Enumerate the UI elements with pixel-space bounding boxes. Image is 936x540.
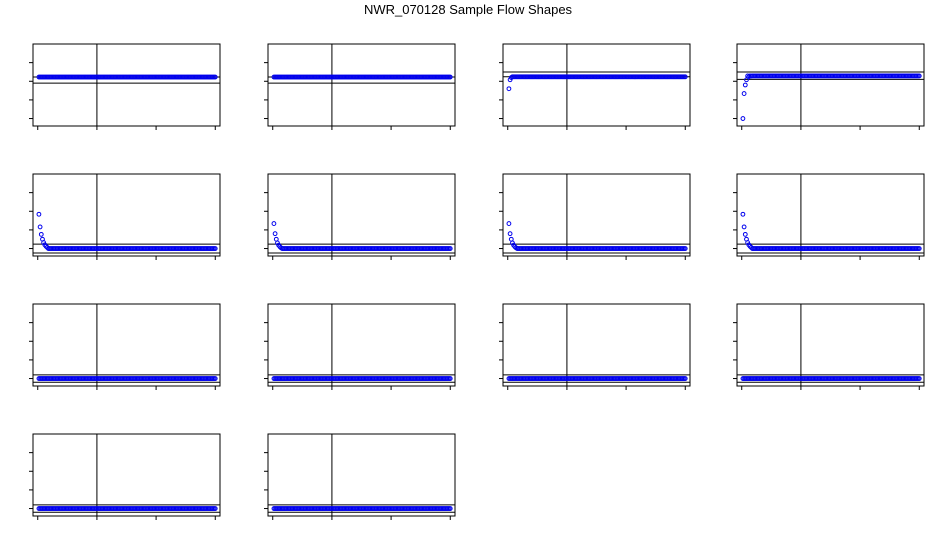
- data-point: [447, 376, 453, 381]
- data-point: [508, 236, 514, 242]
- plot-frame: [32, 433, 221, 517]
- plot-frame: [267, 303, 456, 387]
- data-point: [682, 74, 688, 80]
- plot-frame: [502, 173, 691, 257]
- plot-frame: [267, 173, 456, 257]
- data-point: [682, 376, 688, 381]
- chart-panel: [29, 43, 221, 130]
- chart-panel: [29, 303, 221, 390]
- data-point: [447, 506, 453, 511]
- data-point: [506, 221, 512, 226]
- data-point: [741, 224, 747, 230]
- chart-panel: [499, 303, 691, 390]
- chart-panel: [29, 433, 221, 520]
- data-point: [507, 231, 513, 237]
- data-point: [271, 221, 277, 226]
- data-point: [273, 236, 279, 242]
- chart-panel: [264, 43, 456, 130]
- data-point: [740, 116, 746, 121]
- data-point: [212, 506, 218, 511]
- data-point: [212, 376, 218, 381]
- chart-panel: [264, 173, 456, 260]
- chart-panel: [733, 303, 925, 390]
- chart-panel: [733, 43, 925, 130]
- data-point: [682, 246, 688, 251]
- data-point: [742, 231, 748, 237]
- plot-frame: [267, 43, 456, 127]
- data-point: [212, 74, 218, 80]
- plot-frame: [32, 43, 221, 127]
- data-point: [447, 246, 453, 251]
- chart-panel: [264, 303, 456, 390]
- plot-frame: [502, 303, 691, 387]
- data-point: [741, 91, 747, 96]
- plot-frame: [736, 303, 925, 387]
- data-point: [212, 246, 218, 251]
- chart-panel: [499, 43, 691, 130]
- data-point: [272, 231, 278, 237]
- chart-panel: [733, 173, 925, 260]
- plot-frame: [32, 303, 221, 387]
- plot-frame: [32, 173, 221, 257]
- chart-panel: [499, 173, 691, 260]
- data-point: [740, 211, 746, 217]
- data-point: [38, 231, 44, 237]
- plot-frame: [267, 433, 456, 517]
- data-point: [742, 82, 748, 88]
- data-point: [37, 224, 43, 230]
- data-point: [916, 73, 922, 79]
- plot-frame: [502, 43, 691, 127]
- chart-panel: [264, 433, 456, 520]
- plot-frame: [736, 173, 925, 257]
- data-point: [916, 376, 922, 381]
- page-title: NWR_070128 Sample Flow Shapes: [363, 2, 573, 17]
- data-point: [447, 74, 453, 80]
- plot-frame: [736, 43, 925, 127]
- chart-panel: [29, 173, 221, 260]
- data-point: [916, 246, 922, 251]
- data-point: [506, 86, 512, 92]
- data-point: [36, 211, 42, 217]
